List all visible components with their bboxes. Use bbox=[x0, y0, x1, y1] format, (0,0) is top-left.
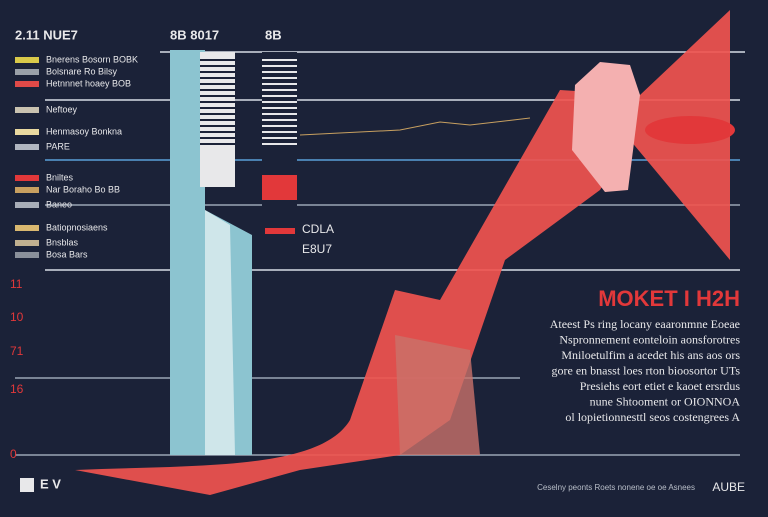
legend-swatch bbox=[15, 144, 39, 150]
column-highlight bbox=[205, 210, 235, 455]
footer-left: E V bbox=[40, 476, 61, 491]
paragraph-line: nune Shtooment or OIONNOA bbox=[590, 394, 741, 408]
legend-label: Baneo bbox=[46, 199, 72, 209]
legend-label: Batiopnosiaens bbox=[46, 222, 108, 232]
axis-label: 11 bbox=[10, 277, 23, 291]
legend-label: Bosa Bars bbox=[46, 249, 88, 259]
red-arrow bbox=[75, 10, 730, 495]
paragraph-line: gore en bnasst loes rton bioosortor UTs bbox=[552, 363, 741, 377]
header-right: 8B bbox=[265, 27, 282, 42]
paragraph-line: Nspronnement eonteloin aonsforotres bbox=[559, 332, 740, 346]
paragraph-line: Presiehs eort etiet e kaoet ersrdus bbox=[580, 379, 741, 393]
legend-swatch bbox=[15, 107, 39, 113]
legend-swatch bbox=[15, 57, 39, 63]
legend-label: Bniltes bbox=[46, 172, 74, 182]
legend-label: Henmasoy Bonkna bbox=[46, 126, 122, 136]
legend-swatch bbox=[15, 252, 39, 258]
legend-swatch bbox=[15, 129, 39, 135]
paragraph-line: Mniloetulfim a acedet his ans aos ors bbox=[561, 348, 740, 362]
legend-swatch bbox=[15, 81, 39, 87]
legend-label: Bnerens Bosorn BOBK bbox=[46, 54, 138, 64]
paragraph-line: ol lopietionnesttl seos costengrees A bbox=[565, 410, 740, 424]
stripes bbox=[200, 59, 297, 145]
legend-label: Bnsblas bbox=[46, 237, 79, 247]
axis-label: 10 bbox=[10, 310, 24, 324]
axis-label: 71 bbox=[10, 344, 24, 358]
red-shade bbox=[395, 335, 480, 455]
axis-label: 0 bbox=[10, 447, 17, 461]
footer-center: Ceselny peonts Roets nonene oe oe Asnees bbox=[537, 483, 695, 492]
legend-label: Nar Boraho Bo BB bbox=[46, 184, 120, 194]
red-block bbox=[262, 175, 297, 200]
footer-icon bbox=[20, 478, 34, 492]
header-center: 8B 8017 bbox=[170, 27, 219, 42]
legend-swatch bbox=[15, 69, 39, 75]
paragraph-line: Ateest Ps ring locany eaaronmne Eoeae bbox=[550, 317, 740, 331]
callout: CDLA bbox=[302, 222, 334, 236]
legend-label: Neftoey bbox=[46, 104, 78, 114]
legend-swatch bbox=[15, 187, 39, 193]
arrow-head bbox=[572, 62, 640, 192]
cone-disc bbox=[645, 116, 735, 144]
axis-label: 16 bbox=[10, 382, 24, 396]
title: MOKET I H2H bbox=[598, 286, 740, 311]
header-left: 2.11 NUE7 bbox=[15, 27, 78, 42]
footer-right: AUBE bbox=[712, 480, 745, 494]
red-tab bbox=[265, 228, 295, 234]
legend-label: Bolsnare Ro Bilsy bbox=[46, 66, 118, 76]
legend-swatch bbox=[15, 225, 39, 231]
legend-label: Hetnnnet hoaey BOB bbox=[46, 78, 131, 88]
rules bbox=[15, 51, 745, 456]
legend-label: PARE bbox=[46, 141, 70, 151]
legend-swatch bbox=[15, 175, 39, 181]
legend-swatch bbox=[15, 240, 39, 246]
callout: E8U7 bbox=[302, 242, 332, 256]
legend-swatch bbox=[15, 202, 39, 208]
